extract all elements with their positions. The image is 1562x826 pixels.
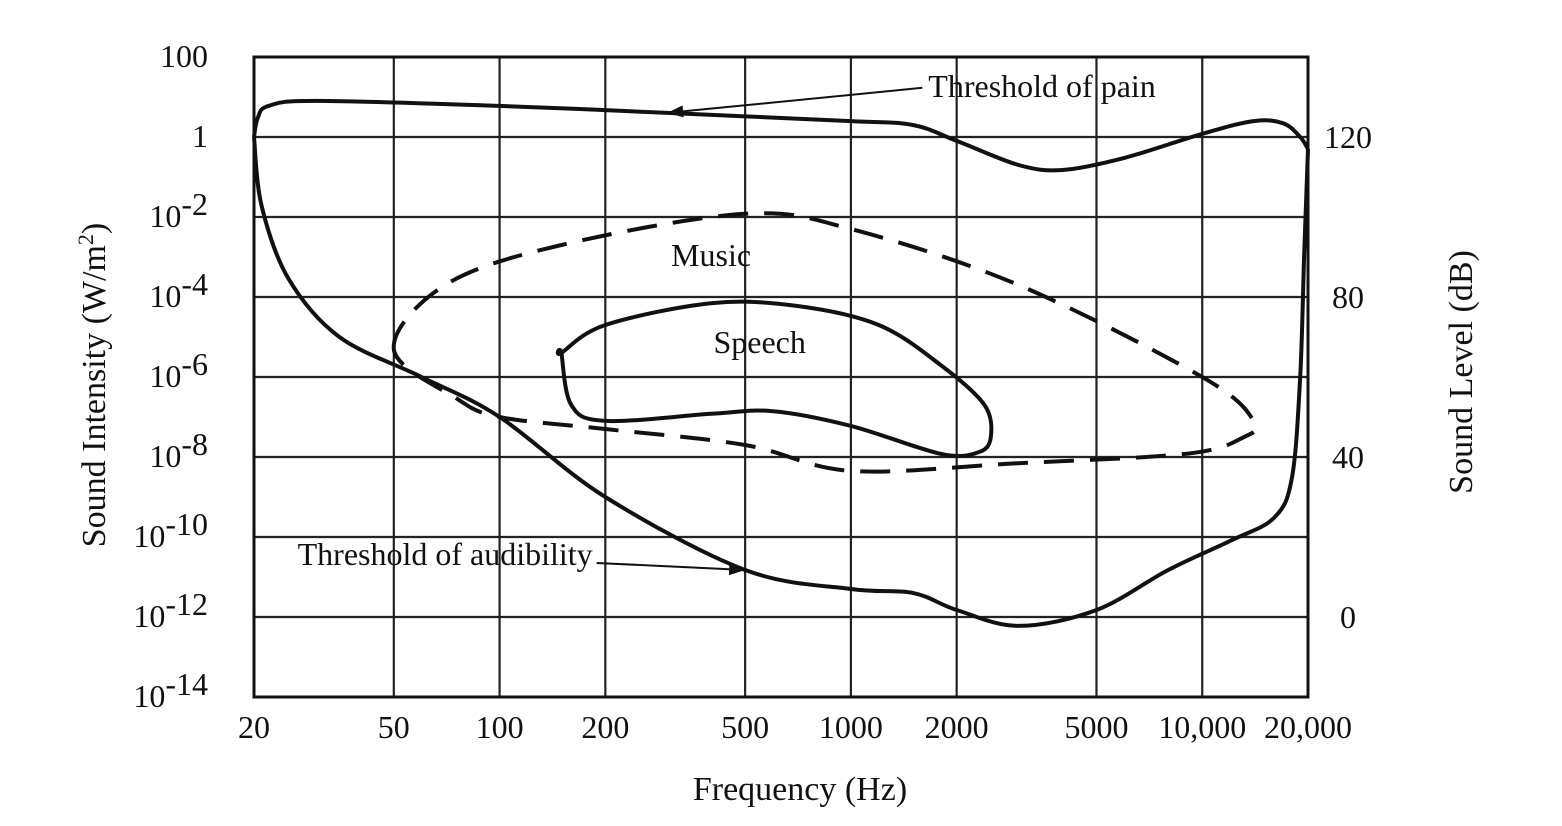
y-tick-label-10-8: 10-8 — [149, 426, 208, 474]
annotations: Threshold of pain Threshold of audibility… — [298, 68, 1156, 576]
right-tick-label-0: 0 — [1340, 599, 1356, 635]
right-axis-ticks: 120 80 40 0 — [1324, 119, 1372, 635]
x-tick-label-100: 100 — [476, 709, 524, 745]
right-tick-label-40: 40 — [1332, 439, 1364, 475]
x-tick-label-20: 20 — [238, 709, 270, 745]
plot-frame — [252, 55, 1310, 699]
y-tick-label-1: 1 — [192, 118, 208, 154]
annotation-arrow-line-threshold-of-audibility — [596, 561, 746, 571]
y-tick-base: 10 — [133, 518, 165, 554]
y-tick-base: 10 — [149, 358, 181, 394]
y-tick-exponent: -6 — [181, 346, 208, 382]
y-tick-label-10-10: 10-10 — [133, 506, 208, 554]
y-tick-exponent: -4 — [181, 266, 208, 302]
y-tick-exponent: -12 — [165, 586, 208, 622]
annotation-threshold-of-audibility: Threshold of audibility — [298, 536, 593, 572]
y-tick-exponent: -10 — [165, 506, 208, 542]
y-tick-base: 100 — [160, 38, 208, 74]
series-speech — [555, 299, 994, 459]
y-tick-label-10-4: 10-4 — [149, 266, 208, 314]
x-tick-label-20000: 20,000 — [1264, 709, 1352, 745]
y-axis-title: Sound Intensity (W/m2) — [73, 223, 113, 548]
annotation-arrow-line-threshold-of-pain — [667, 86, 923, 114]
y-axis-title-superscript: 2 — [73, 234, 98, 245]
x-axis-ticks: 20 50 100 200 500 1000 2000 5000 10,000 20,000 — [238, 709, 1352, 745]
annotation-arrowhead-threshold-of-pain — [667, 105, 684, 118]
series-layer — [252, 98, 1310, 628]
y-tick-label-10-6: 10-6 — [149, 346, 208, 394]
y-tick-label-100: 100 — [160, 38, 208, 74]
series-threshold-of-pain — [252, 98, 1310, 173]
x-tick-label-2000: 2000 — [925, 709, 989, 745]
right-axis-title: Sound Level (dB) — [1443, 250, 1480, 494]
y-tick-base: 10 — [149, 278, 181, 314]
x-tick-label-5000: 5000 — [1064, 709, 1128, 745]
y-tick-label-10-14: 10-14 — [133, 666, 208, 714]
right-tick-label-120: 120 — [1324, 119, 1372, 155]
y-axis-title-close: ) — [76, 223, 113, 234]
y-tick-exponent: -2 — [181, 186, 208, 222]
annotation-music: Music — [671, 237, 751, 273]
annotation-threshold-of-pain: Threshold of pain — [928, 68, 1156, 104]
y-axis-title-main: Sound Intensity (W/m — [76, 245, 113, 547]
series-threshold-of-audibility — [252, 136, 1310, 628]
grid-lines — [254, 57, 1308, 697]
annotation-arrowhead-threshold-of-audibility — [728, 563, 746, 576]
y-tick-base: 10 — [133, 598, 165, 634]
y-tick-base: 10 — [149, 198, 181, 234]
right-tick-label-80: 80 — [1332, 279, 1364, 315]
x-tick-label-1000: 1000 — [819, 709, 883, 745]
series-music — [391, 211, 1259, 474]
y-tick-label-10-12: 10-12 — [133, 586, 208, 634]
annotation-speech: Speech — [713, 324, 805, 360]
y-tick-base: 1 — [192, 118, 208, 154]
y-tick-base: 10 — [133, 678, 165, 714]
x-tick-label-50: 50 — [378, 709, 410, 745]
x-tick-label-200: 200 — [581, 709, 629, 745]
y-tick-exponent: -8 — [181, 426, 208, 462]
x-axis-title: Frequency (Hz) — [693, 771, 907, 808]
y-tick-base: 10 — [149, 438, 181, 474]
y-tick-label-10-2: 10-2 — [149, 186, 208, 234]
x-tick-label-10000: 10,000 — [1158, 709, 1246, 745]
y-tick-exponent: -14 — [165, 666, 208, 702]
x-tick-label-500: 500 — [721, 709, 769, 745]
